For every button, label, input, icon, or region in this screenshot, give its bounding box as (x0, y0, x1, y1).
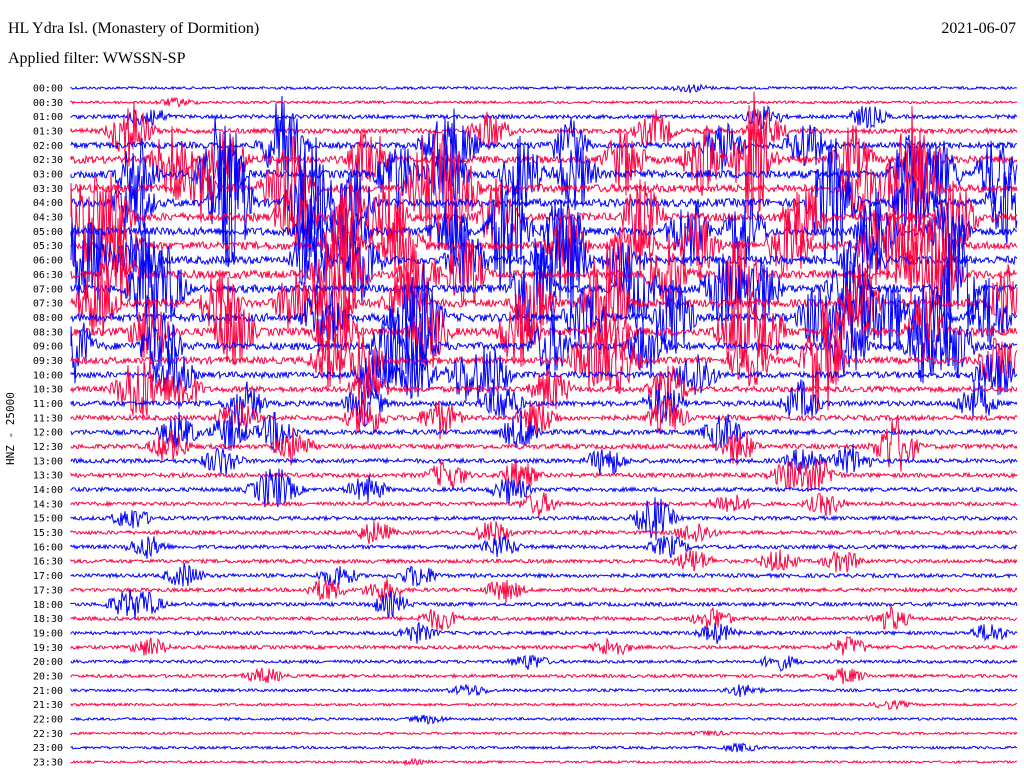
time-tick-label: 19:00 (33, 628, 63, 639)
time-tick-label: 05:30 (33, 241, 63, 252)
seismic-trace-row (70, 166, 1018, 289)
time-tick-label: 03:30 (33, 184, 63, 195)
time-tick-label: 23:30 (33, 758, 63, 769)
seismic-trace-row (70, 398, 1018, 440)
time-tick-label: 06:00 (33, 256, 63, 267)
time-tick-label: 16:30 (33, 557, 63, 568)
seismic-trace-row (70, 549, 1018, 573)
seismic-trace-row (70, 520, 1018, 544)
seismic-trace-row (70, 578, 1018, 603)
time-tick-label: 12:00 (33, 428, 63, 439)
seismic-trace-row (70, 742, 1018, 753)
seismic-trace-row (70, 588, 1018, 621)
seismic-trace-row (70, 684, 1018, 698)
seismic-trace-row (70, 635, 1018, 656)
seismic-trace-row (70, 492, 1018, 517)
time-tick-label: 04:30 (33, 213, 63, 224)
time-tick-label: 20:30 (33, 671, 63, 682)
time-tick-label: 02:30 (33, 155, 63, 166)
time-tick-label: 19:30 (33, 643, 63, 654)
time-tick-label: 06:30 (33, 270, 63, 281)
seismic-trace-row (70, 292, 1018, 371)
seismic-trace-row (70, 83, 1018, 94)
seismic-trace-row (70, 241, 1018, 368)
seismic-trace-row (70, 116, 1018, 243)
time-tick-label: 13:00 (33, 456, 63, 467)
seismic-trace-row (70, 562, 1018, 587)
time-tick-label: 09:00 (33, 342, 63, 353)
seismic-trace-row (70, 757, 1018, 767)
time-tick-label: 12:30 (33, 442, 63, 453)
time-tick-label: 13:30 (33, 471, 63, 482)
seismic-trace-row (70, 308, 1018, 385)
seismic-trace-row (70, 106, 1018, 269)
date-label: 2021-06-07 (941, 20, 1016, 37)
filter-label: Applied filter: WWSSN-SP (8, 50, 186, 67)
time-tick-label: 17:00 (33, 571, 63, 582)
seismic-trace-row (70, 91, 1018, 218)
time-tick-label: 16:00 (33, 542, 63, 553)
time-tick-label: 11:30 (33, 413, 63, 424)
time-tick-label: 18:30 (33, 614, 63, 625)
seismic-trace-row (70, 173, 1018, 270)
seismic-trace-row (70, 714, 1018, 726)
time-tick-label: 01:30 (33, 127, 63, 138)
time-tick-label: 21:00 (33, 686, 63, 697)
seismic-trace-row (70, 468, 1018, 508)
time-tick-label: 22:00 (33, 714, 63, 725)
seismic-trace-row (70, 699, 1018, 711)
time-tick-label: 08:00 (33, 313, 63, 324)
time-tick-label: 14:00 (33, 485, 63, 496)
time-tick-label: 00:00 (33, 84, 63, 95)
seismic-trace-row (70, 104, 1018, 130)
seismic-trace-row (70, 101, 1018, 167)
time-tick-label: 10:30 (33, 385, 63, 396)
seismic-trace-row (70, 729, 1018, 737)
time-tick-label: 20:00 (33, 657, 63, 668)
time-tick-label: 21:30 (33, 700, 63, 711)
seismic-trace-row (70, 410, 1018, 452)
time-tick-label: 11:00 (33, 399, 63, 410)
time-tick-label: 10:00 (33, 370, 63, 381)
seismic-trace-row (70, 444, 1018, 476)
seismic-trace-row (70, 605, 1018, 631)
time-tick-label: 02:00 (33, 141, 63, 152)
time-tick-label: 01:00 (33, 112, 63, 123)
seismic-trace-row (70, 301, 1018, 411)
seismic-trace-row (70, 358, 1018, 421)
time-tick-label: 07:00 (33, 284, 63, 295)
time-tick-label: 04:00 (33, 198, 63, 209)
time-tick-label: 18:00 (33, 600, 63, 611)
seismic-trace-row (70, 497, 1018, 541)
time-tick-label: 08:30 (33, 327, 63, 338)
time-tick-label: 09:30 (33, 356, 63, 367)
seismic-trace-row (70, 96, 1018, 109)
time-tick-label: 03:00 (33, 170, 63, 181)
time-tick-label: 15:30 (33, 528, 63, 539)
seismic-trace-row (70, 346, 1018, 403)
seismic-trace-row (70, 654, 1018, 672)
station-title: HL Ydra Isl. (Monastery of Dormition) (8, 20, 260, 37)
time-tick-label: 22:30 (33, 729, 63, 740)
seismic-trace-row (70, 414, 1018, 472)
time-tick-label: 14:30 (33, 499, 63, 510)
time-tick-label: 05:00 (33, 227, 63, 238)
seismic-trace-row (70, 458, 1018, 492)
time-tick-label: 17:30 (33, 585, 63, 596)
time-tick-label: 00:30 (33, 98, 63, 109)
seismic-trace-row (70, 667, 1018, 685)
time-tick-label: 23:00 (33, 743, 63, 754)
time-tick-label: 15:00 (33, 514, 63, 525)
seismic-trace-row (70, 622, 1018, 644)
time-tick-label: 07:30 (33, 299, 63, 310)
seismic-trace-row (70, 535, 1018, 559)
